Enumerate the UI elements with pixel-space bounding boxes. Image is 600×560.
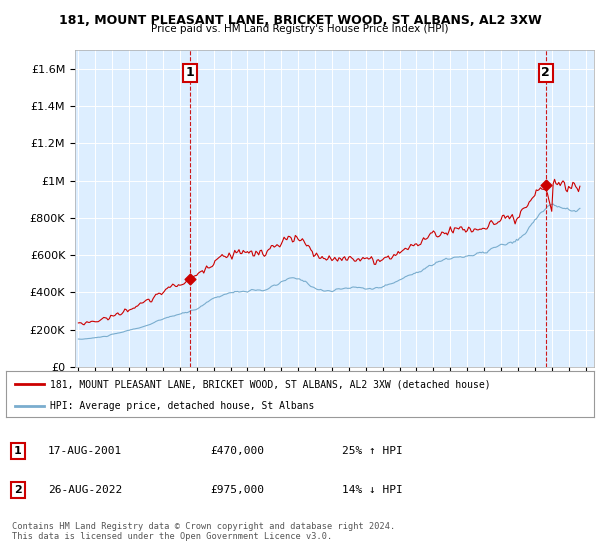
Text: 26-AUG-2022: 26-AUG-2022 — [48, 485, 122, 495]
Text: 1: 1 — [186, 66, 194, 79]
Text: Contains HM Land Registry data © Crown copyright and database right 2024.
This d: Contains HM Land Registry data © Crown c… — [12, 522, 395, 542]
Text: 17-AUG-2001: 17-AUG-2001 — [48, 446, 122, 456]
Text: £470,000: £470,000 — [210, 446, 264, 456]
Text: 2: 2 — [541, 66, 550, 79]
Point — [185, 275, 195, 284]
Point — [541, 181, 551, 190]
Text: HPI: Average price, detached house, St Albans: HPI: Average price, detached house, St A… — [50, 401, 314, 410]
Text: 14% ↓ HPI: 14% ↓ HPI — [342, 485, 403, 495]
Text: 181, MOUNT PLEASANT LANE, BRICKET WOOD, ST ALBANS, AL2 3XW: 181, MOUNT PLEASANT LANE, BRICKET WOOD, … — [59, 14, 541, 27]
Text: £975,000: £975,000 — [210, 485, 264, 495]
Text: 1: 1 — [14, 446, 22, 456]
Text: 181, MOUNT PLEASANT LANE, BRICKET WOOD, ST ALBANS, AL2 3XW (detached house): 181, MOUNT PLEASANT LANE, BRICKET WOOD, … — [50, 379, 491, 389]
Text: 25% ↑ HPI: 25% ↑ HPI — [342, 446, 403, 456]
Text: 2: 2 — [14, 485, 22, 495]
Text: Price paid vs. HM Land Registry's House Price Index (HPI): Price paid vs. HM Land Registry's House … — [151, 24, 449, 34]
